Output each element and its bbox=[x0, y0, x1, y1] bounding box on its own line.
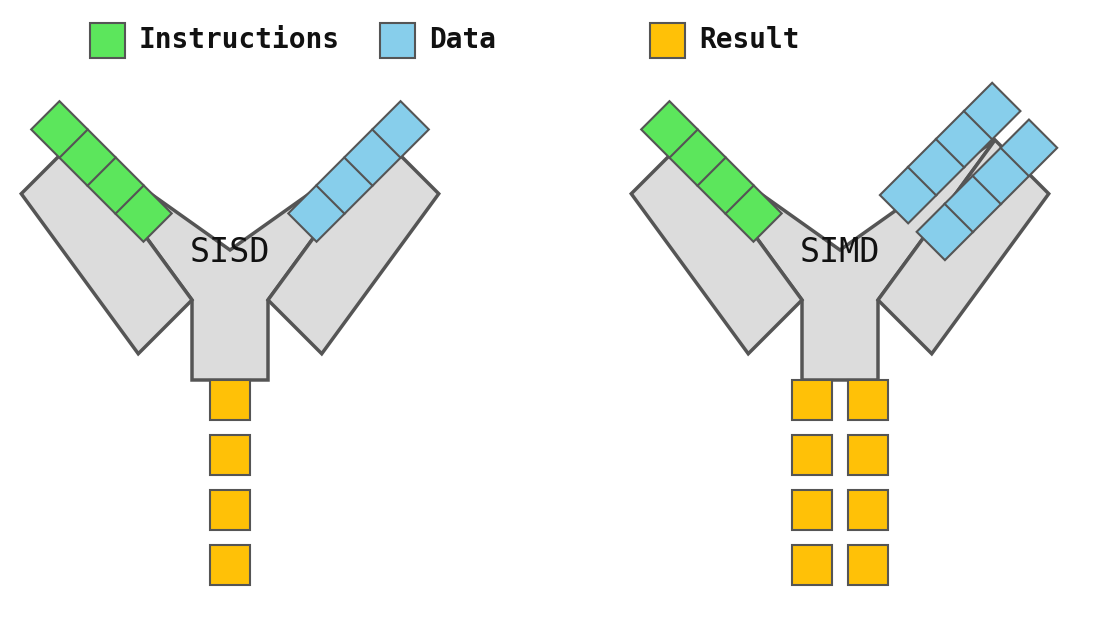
Polygon shape bbox=[115, 185, 171, 242]
Text: Result: Result bbox=[699, 26, 800, 54]
Polygon shape bbox=[641, 101, 698, 158]
Polygon shape bbox=[792, 490, 832, 530]
Polygon shape bbox=[964, 83, 1020, 139]
Polygon shape bbox=[725, 185, 782, 242]
Polygon shape bbox=[288, 185, 345, 242]
Polygon shape bbox=[916, 203, 973, 260]
Polygon shape bbox=[31, 101, 87, 158]
Bar bbox=[90, 23, 125, 57]
Text: SISD: SISD bbox=[189, 236, 270, 268]
Polygon shape bbox=[59, 129, 115, 186]
Polygon shape bbox=[669, 129, 726, 186]
Polygon shape bbox=[268, 140, 439, 353]
Polygon shape bbox=[848, 545, 888, 585]
Polygon shape bbox=[848, 435, 888, 475]
Polygon shape bbox=[87, 157, 143, 214]
Polygon shape bbox=[908, 139, 964, 195]
Polygon shape bbox=[792, 545, 832, 585]
Bar bbox=[650, 23, 685, 57]
Polygon shape bbox=[344, 129, 401, 186]
Polygon shape bbox=[211, 545, 250, 585]
Polygon shape bbox=[697, 157, 754, 214]
Polygon shape bbox=[792, 380, 832, 420]
Polygon shape bbox=[75, 140, 385, 380]
Polygon shape bbox=[211, 435, 250, 475]
Polygon shape bbox=[211, 380, 250, 420]
Polygon shape bbox=[21, 140, 192, 353]
Polygon shape bbox=[880, 167, 936, 224]
Polygon shape bbox=[944, 176, 1001, 232]
Text: Instructions: Instructions bbox=[139, 26, 340, 54]
Polygon shape bbox=[878, 140, 1048, 353]
Polygon shape bbox=[685, 140, 995, 380]
Polygon shape bbox=[372, 101, 429, 158]
Polygon shape bbox=[211, 490, 250, 530]
Text: Data: Data bbox=[429, 26, 496, 54]
Polygon shape bbox=[316, 157, 373, 214]
Polygon shape bbox=[936, 111, 992, 168]
Bar bbox=[380, 23, 416, 57]
Polygon shape bbox=[1000, 120, 1057, 176]
Text: SIMD: SIMD bbox=[800, 236, 880, 268]
Polygon shape bbox=[792, 435, 832, 475]
Polygon shape bbox=[972, 147, 1029, 204]
Polygon shape bbox=[848, 380, 888, 420]
Polygon shape bbox=[848, 490, 888, 530]
Polygon shape bbox=[632, 140, 802, 353]
